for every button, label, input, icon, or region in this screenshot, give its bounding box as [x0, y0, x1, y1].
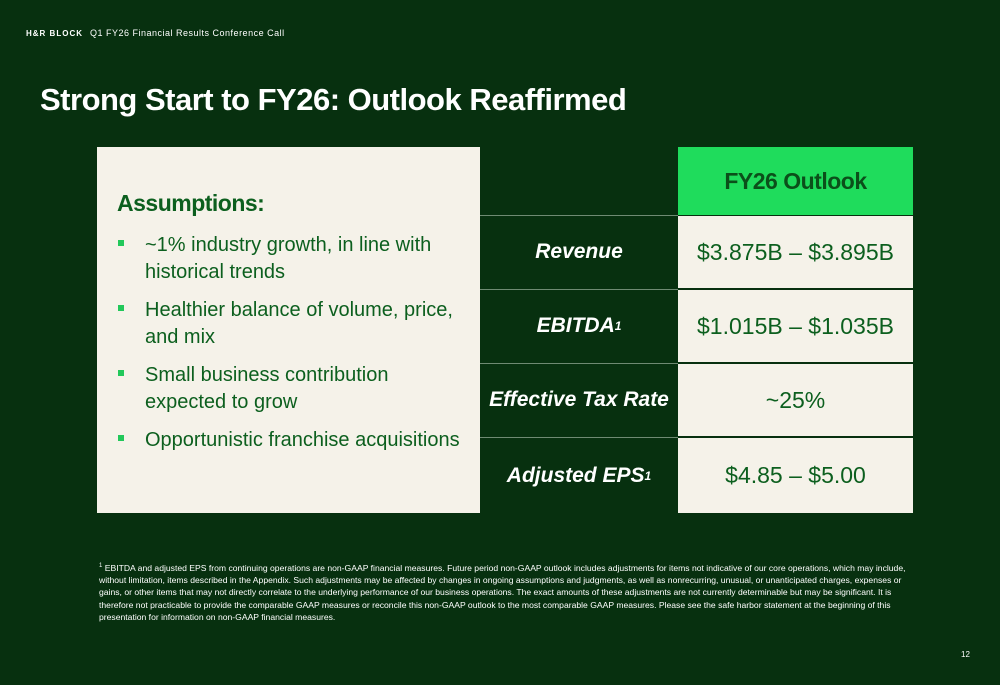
list-item-text: Healthier balance of volume, price, and …: [145, 299, 453, 348]
row-label-text: EBITDA: [536, 314, 615, 337]
list-item-text: ~1% industry growth, in line with histor…: [145, 234, 432, 283]
assumptions-list: ~1% industry growth, in line with histor…: [117, 232, 467, 465]
list-item-text: Small business contribution expected to …: [145, 364, 389, 413]
assumptions-panel: Assumptions: ~1% industry growth, in lin…: [97, 147, 480, 513]
table-row-label-ebitda: EBITDA 1: [480, 289, 678, 362]
page-title: Strong Start to FY26: Outlook Reaffirmed: [40, 82, 627, 117]
assumptions-heading: Assumptions:: [117, 190, 265, 216]
list-item: Small business contribution expected to …: [117, 362, 467, 416]
footnote-text: EBITDA and adjusted EPS from continuing …: [99, 563, 906, 622]
table-row-label-adjusted-eps: Adjusted EPS 1: [480, 437, 678, 513]
row-label-text: Revenue: [535, 240, 623, 263]
bullet-square-icon: [118, 435, 124, 441]
bullet-square-icon: [118, 240, 124, 246]
table-row-value-ebitda: $1.015B – $1.035B: [678, 289, 913, 362]
list-item: ~1% industry growth, in line with histor…: [117, 232, 467, 286]
table-row-label-effective-tax-rate: Effective Tax Rate: [480, 363, 678, 436]
bullet-square-icon: [118, 305, 124, 311]
bullet-square-icon: [118, 370, 124, 376]
brand-logo-text: H&R BLOCK: [26, 29, 83, 38]
table-row-value-revenue: $3.875B – $3.895B: [678, 215, 913, 288]
row-label-text: Adjusted EPS: [506, 463, 645, 487]
list-item: Opportunistic franchise acquisitions: [117, 427, 467, 454]
table-header-outlook: FY26 Outlook: [678, 147, 913, 215]
table-row-label-revenue: Revenue: [480, 215, 678, 288]
table-header-empty-cell: [480, 147, 678, 215]
list-item-text: Opportunistic franchise acquisitions: [145, 429, 460, 451]
list-item: Healthier balance of volume, price, and …: [117, 297, 467, 351]
footnote-marker: 1: [99, 563, 103, 570]
row-label-text: Effective Tax Rate: [489, 388, 669, 411]
page-number: 12: [961, 650, 970, 659]
header-subtitle: Q1 FY26 Financial Results Conference Cal…: [90, 28, 285, 38]
table-row-value-adjusted-eps: $4.85 – $5.00: [678, 437, 913, 513]
footnote: 1 EBITDA and adjusted EPS from continuin…: [99, 562, 915, 623]
table-row-value-effective-tax-rate: ~25%: [678, 363, 913, 436]
